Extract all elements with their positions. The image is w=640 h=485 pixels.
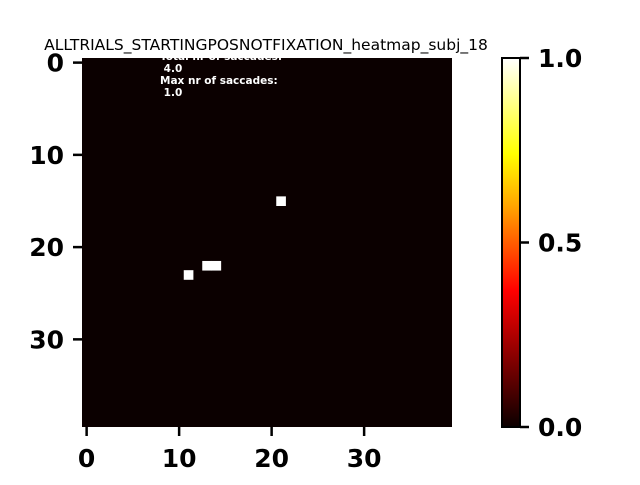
y-tick-label-1: 10 xyxy=(29,141,64,170)
heatmap-cell-1 xyxy=(202,260,212,271)
y-axis: 0 10 20 30 xyxy=(29,49,82,354)
colorbar-tick-label-2: 1.0 xyxy=(538,44,582,73)
annotation-total-value: 4.0 xyxy=(160,63,182,75)
annotation-total-label: Total nr of saccades: xyxy=(160,51,282,63)
x-tick-label-0: 0 xyxy=(78,444,95,473)
heatmap-background xyxy=(82,58,452,427)
y-tick-label-2: 20 xyxy=(29,233,64,262)
annotation-max-label: Max nr of saccades: xyxy=(160,75,278,87)
x-tick-label-3: 30 xyxy=(347,444,382,473)
colorbar xyxy=(501,57,521,428)
heatmap-cell-0 xyxy=(276,196,286,206)
colorbar-tick-label-0: 0.0 xyxy=(538,413,582,442)
x-tick-label-1: 10 xyxy=(162,444,197,473)
annotation-max-value: 1.0 xyxy=(160,87,182,99)
annotation-group: Total nr of saccades: 4.0 Max nr of sacc… xyxy=(160,51,282,99)
y-tick-label-0: 0 xyxy=(47,49,64,78)
x-tick-label-2: 20 xyxy=(254,444,289,473)
colorbar-tick-label-1: 0.5 xyxy=(538,229,582,258)
y-tick-label-3: 30 xyxy=(29,325,64,354)
colorbar-axis: 0.0 0.5 1.0 xyxy=(520,44,582,442)
chart-title: ALLTRIALS_STARTINGPOSNOTFIXATION_heatmap… xyxy=(44,36,488,55)
heatmap-cells xyxy=(183,196,286,280)
heatmap-cell-2 xyxy=(211,260,222,271)
x-axis: 0 10 20 30 xyxy=(78,427,382,473)
heatmap-cell-3 xyxy=(183,270,194,280)
